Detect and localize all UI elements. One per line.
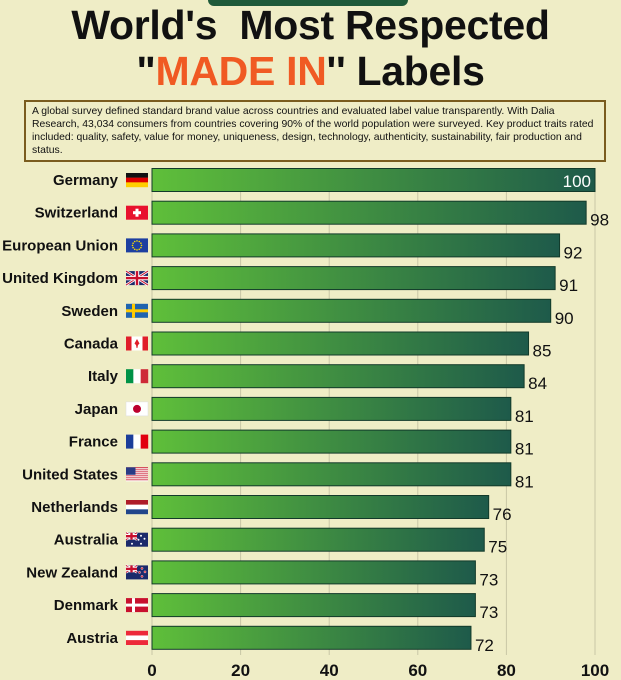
title-quote-open: " xyxy=(136,48,156,94)
page-title: World's Most Respected "MADE IN'' Labels xyxy=(0,2,621,94)
denmark-flag-icon xyxy=(126,598,148,613)
header-tab-decoration xyxy=(208,0,408,6)
country-label: Australia xyxy=(54,532,119,549)
labels-group: Germany 100 Switzerland 98 European Union 92 U… xyxy=(2,172,609,655)
netherlands-flag-icon xyxy=(126,500,148,515)
country-label: Denmark xyxy=(54,597,119,614)
value-label: 81 xyxy=(515,440,534,459)
austria-flag-icon xyxy=(126,630,148,645)
x-tick-label: 0 xyxy=(147,661,156,680)
bar xyxy=(151,331,530,356)
germany-flag-icon xyxy=(126,173,148,188)
country-label: Austria xyxy=(66,630,118,647)
value-label: 100 xyxy=(563,172,591,191)
bar xyxy=(151,527,485,552)
country-label: European Union xyxy=(2,237,118,254)
uk-flag-icon xyxy=(125,270,149,287)
france-flag-icon xyxy=(126,434,149,449)
value-label: 73 xyxy=(479,570,498,589)
bar xyxy=(151,168,596,192)
italy-flag-icon xyxy=(126,369,149,384)
value-label: 98 xyxy=(590,211,609,230)
bars-group xyxy=(151,168,596,650)
country-label: Italy xyxy=(88,368,119,385)
bar xyxy=(151,560,476,585)
value-label: 85 xyxy=(533,342,552,361)
x-axis-ticks: 0 20 40 60 80 100 xyxy=(147,661,609,680)
country-label: France xyxy=(69,434,118,451)
country-label: New Zealand xyxy=(26,564,118,581)
value-label: 81 xyxy=(515,407,534,426)
sweden-flag-icon xyxy=(126,303,148,318)
value-label: 91 xyxy=(559,276,578,295)
value-label: 92 xyxy=(564,243,583,262)
bar xyxy=(151,593,476,618)
bar xyxy=(151,429,512,454)
country-label: Germany xyxy=(53,172,119,189)
survey-description: A global survey defined standard brand v… xyxy=(24,100,606,162)
title-accent-made-in: MADE IN xyxy=(155,48,327,94)
country-label: Canada xyxy=(64,336,119,353)
canada-flag-icon xyxy=(126,336,148,351)
country-label: Japan xyxy=(75,401,118,418)
title-line-1: World's Most Respected xyxy=(71,2,550,48)
country-label: Sweden xyxy=(61,303,118,320)
country-label: United States xyxy=(22,466,118,483)
bar xyxy=(151,364,525,389)
title-quote-close: '' Labels xyxy=(326,48,485,94)
bar xyxy=(151,625,472,650)
value-label: 73 xyxy=(479,603,498,622)
bar xyxy=(151,266,556,291)
x-tick-label: 100 xyxy=(581,661,609,680)
bar xyxy=(151,298,552,323)
value-label: 90 xyxy=(555,309,574,328)
x-tick-label: 40 xyxy=(320,661,339,680)
bar xyxy=(151,200,587,225)
value-label: 72 xyxy=(475,636,494,655)
value-label: 76 xyxy=(493,505,512,524)
country-label: United Kingdom xyxy=(2,270,118,287)
eu-flag-icon xyxy=(126,238,148,253)
bar xyxy=(151,233,561,258)
country-label: Switzerland xyxy=(35,205,118,222)
title-line-2: "MADE IN'' Labels xyxy=(0,48,621,94)
country-label: Netherlands xyxy=(31,499,118,516)
bar xyxy=(151,462,512,487)
value-label: 75 xyxy=(488,538,507,557)
bar xyxy=(151,396,512,421)
value-label: 84 xyxy=(528,374,547,393)
bar xyxy=(151,495,490,519)
x-tick-label: 80 xyxy=(497,661,516,680)
x-tick-label: 20 xyxy=(231,661,250,680)
flags-group xyxy=(125,173,149,645)
usa-flag-icon xyxy=(126,467,148,482)
value-label: 81 xyxy=(515,472,534,491)
australia-flag-icon xyxy=(125,531,148,547)
new-zealand-flag-icon xyxy=(125,564,148,580)
x-tick-label: 60 xyxy=(408,661,427,680)
japan-flag-icon xyxy=(125,401,149,417)
switzerland-flag-icon xyxy=(126,205,148,220)
